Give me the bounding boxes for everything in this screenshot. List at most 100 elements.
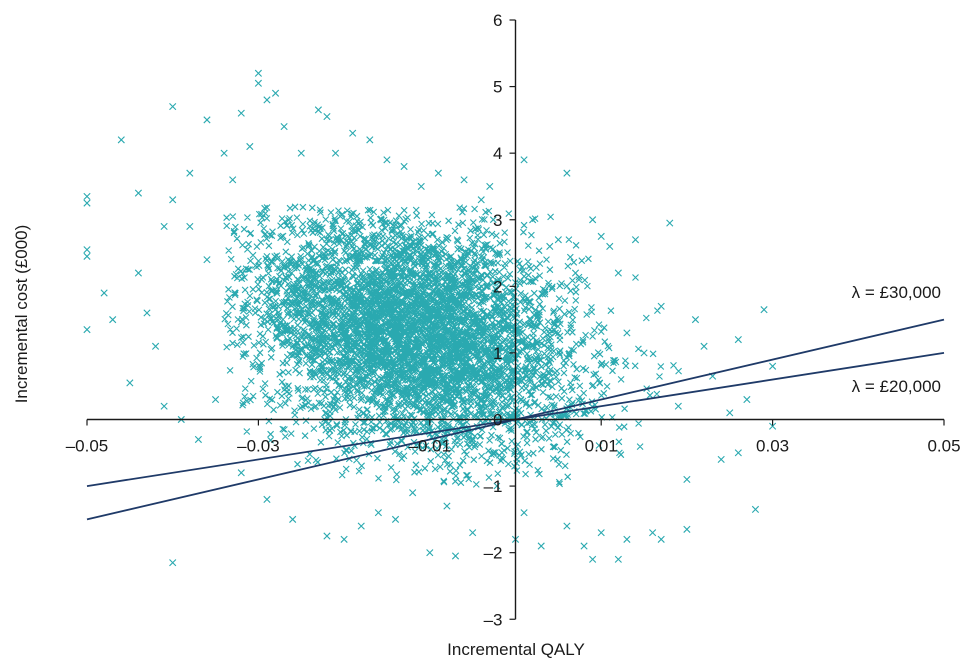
scatter-point: [597, 232, 605, 240]
line-label-lambda-20000: λ = £20,000: [852, 377, 941, 396]
scatter-point: [623, 535, 631, 543]
scatter-point: [331, 149, 340, 157]
scatter-point: [237, 109, 245, 117]
scatter-point: [151, 342, 160, 350]
scatter-point: [666, 219, 674, 227]
scatter-point: [246, 142, 254, 151]
scatter-point: [83, 192, 91, 201]
scatter-point: [563, 522, 571, 530]
scatter-point: [117, 136, 125, 144]
x-tick-label: 0.05: [927, 437, 960, 456]
scatter-point: [271, 89, 280, 97]
scatter-points: [83, 69, 777, 567]
scatter-point: [563, 169, 571, 177]
scatter-point: [126, 379, 134, 387]
scatter-point: [606, 242, 614, 250]
y-tick-label: –3: [484, 610, 503, 629]
scatter-point: [169, 559, 177, 567]
scatter-point: [160, 402, 168, 410]
scatter-point: [597, 529, 605, 537]
line-label-lambda-30000: λ = £30,000: [852, 283, 941, 302]
scatter-point: [623, 329, 631, 337]
scatter-point: [186, 169, 194, 177]
scatter-point: [614, 269, 622, 277]
scatter-point: [83, 326, 91, 334]
scatter-point: [417, 182, 425, 191]
scatter-point: [186, 222, 194, 230]
scatter-point: [691, 316, 700, 324]
scatter-point: [109, 316, 117, 324]
x-tick-label: 0.03: [756, 437, 789, 456]
scatter-point: [700, 342, 708, 350]
scatter-point: [357, 522, 365, 530]
scatter-point: [323, 532, 331, 540]
x-axis-title: Incremental QALY: [447, 640, 585, 659]
scatter-point: [683, 525, 691, 533]
scatter-point: [554, 236, 562, 244]
scatter-point: [263, 495, 271, 503]
scatter-point: [409, 489, 417, 497]
scatter-point: [349, 129, 357, 137]
scatter-point: [734, 336, 742, 344]
scatter-point: [631, 236, 640, 244]
y-tick-label: 6: [493, 11, 502, 30]
scatter-point: [751, 505, 760, 513]
y-tick-label: 2: [493, 277, 502, 296]
scatter-point: [657, 302, 665, 310]
scatter-point: [83, 199, 91, 207]
scatter-point: [280, 122, 288, 131]
scatter-point: [203, 116, 211, 124]
scatter-point: [537, 542, 545, 550]
y-tick-label: 1: [493, 344, 502, 363]
y-tick-label: 3: [493, 211, 502, 230]
scatter-point: [237, 469, 245, 477]
scatter-point: [580, 542, 588, 550]
scatter-point: [254, 69, 262, 77]
scatter-point: [314, 106, 322, 114]
scatter-point: [263, 96, 271, 104]
scatter-point: [83, 246, 91, 254]
scatter-point: [726, 409, 734, 417]
y-tick-label: –2: [484, 544, 503, 563]
y-tick-label: –1: [484, 477, 503, 496]
scatter-point: [194, 435, 202, 444]
scatter-point: [520, 509, 528, 517]
scatter-point: [546, 242, 554, 250]
scatter-point: [391, 515, 400, 523]
x-tick-label: –0.05: [66, 437, 109, 456]
axes: –0.05 –0.03 –0.01 0.01 0.03 0.05 –3 –2 –1 0 1 2 3 4 5 6: [66, 11, 961, 629]
y-tick-label: 5: [493, 78, 502, 97]
scatter-point: [443, 502, 451, 510]
scatter-point: [169, 102, 177, 111]
scatter-point: [340, 535, 348, 543]
scatter-point: [366, 136, 374, 144]
scatter-point: [769, 422, 777, 430]
scatter-point: [100, 289, 108, 297]
scatter-point: [134, 269, 143, 277]
scatter-point: [83, 252, 91, 260]
scatter-point: [426, 549, 434, 557]
scatter-point: [477, 196, 485, 204]
scatter-point: [734, 449, 742, 457]
scatter-point: [211, 395, 220, 404]
scatter-point: [760, 306, 768, 314]
scatter-point: [486, 182, 494, 191]
y-tick-label: 0: [493, 411, 502, 430]
scatter-point: [297, 149, 305, 157]
scatter-point: [383, 156, 391, 164]
y-axis-title: Incremental cost (£000): [12, 225, 31, 404]
scatter-point: [683, 475, 691, 484]
scatter-point: [134, 189, 143, 197]
scatter-point: [169, 196, 177, 204]
scatter-point: [469, 529, 477, 537]
y-tick-label: 4: [493, 144, 502, 163]
scatter-point: [374, 509, 382, 517]
scatter-point: [769, 362, 777, 370]
scatter-point: [657, 535, 665, 543]
scatter-point: [400, 162, 408, 171]
scatter-point: [254, 79, 262, 87]
scatter-point: [571, 269, 580, 277]
scatter-point: [460, 176, 468, 184]
scatter-point: [451, 552, 460, 560]
